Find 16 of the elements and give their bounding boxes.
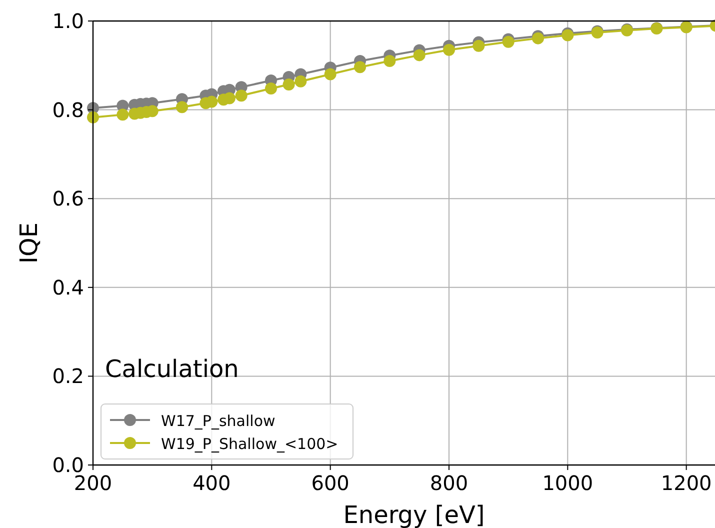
- annotation: Calculation: [105, 355, 239, 383]
- x-tick-label: 800: [430, 471, 468, 495]
- x-tick-label: 600: [311, 471, 350, 495]
- y-tick-label: 0.6: [52, 186, 84, 211]
- x-tick-label: 200: [74, 471, 112, 495]
- x-axis-title: Energy [eV]: [343, 501, 485, 528]
- x-tick-label: 1000: [542, 471, 594, 495]
- x-tick-label: 400: [192, 471, 231, 495]
- y-tick-label: 1.0: [52, 9, 84, 33]
- legend-label: W17_P_shallow: [161, 412, 276, 430]
- legend-label: W19_P_Shallow_<100>: [161, 435, 338, 453]
- y-tick-label: 0.4: [52, 275, 84, 300]
- y-tick-label: 0.2: [52, 364, 84, 388]
- y-tick-label: 0.8: [52, 98, 84, 122]
- y-axis-title: IQE: [15, 222, 43, 264]
- x-tick-label: 1200: [660, 471, 712, 495]
